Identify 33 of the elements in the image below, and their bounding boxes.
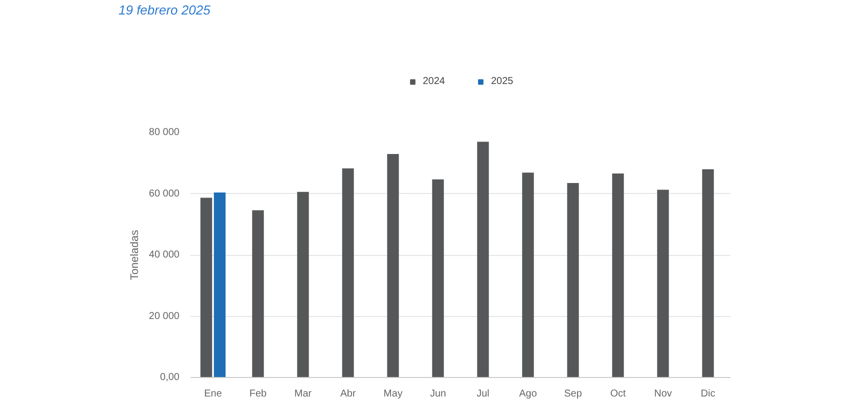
bar bbox=[432, 179, 444, 378]
x-tick-label: Ene bbox=[204, 388, 222, 400]
x-tick-label: Oct bbox=[610, 388, 626, 400]
bar bbox=[477, 142, 489, 378]
bar bbox=[522, 172, 534, 378]
bar bbox=[567, 183, 579, 378]
bar bbox=[387, 154, 399, 378]
x-tick-label: Sep bbox=[564, 388, 582, 400]
legend-label: 2024 bbox=[422, 76, 445, 87]
y-tick-label: 40 000 bbox=[148, 250, 180, 260]
x-tick-label: Nov bbox=[654, 388, 672, 400]
bar bbox=[214, 192, 226, 378]
legend-label: 2025 bbox=[491, 76, 514, 87]
bar bbox=[252, 210, 264, 378]
x-tick-label: May bbox=[384, 388, 402, 400]
y-tick-label: 0,00 bbox=[160, 372, 180, 383]
x-tick-label: Dic bbox=[700, 388, 716, 400]
x-tick-label: Ago bbox=[519, 388, 538, 400]
y-axis-title: Toneladas bbox=[128, 229, 141, 280]
bar bbox=[342, 168, 354, 378]
x-tick-label: Abr bbox=[340, 388, 356, 400]
bar bbox=[657, 190, 669, 378]
y-tick-label: 20 000 bbox=[148, 310, 180, 322]
x-tick-label: Jul bbox=[476, 388, 490, 400]
x-tick-label: Jun bbox=[430, 388, 446, 400]
y-tick-label: 80 000 bbox=[148, 127, 180, 138]
bar bbox=[612, 174, 624, 378]
bar bbox=[702, 169, 714, 378]
text: 19 febrero 2025 bbox=[118, 2, 212, 18]
x-tick-label: Feb bbox=[249, 388, 268, 400]
y-tick-label: 60 000 bbox=[148, 188, 180, 200]
bar bbox=[297, 192, 309, 378]
x-tick-label: Mar bbox=[294, 388, 312, 400]
